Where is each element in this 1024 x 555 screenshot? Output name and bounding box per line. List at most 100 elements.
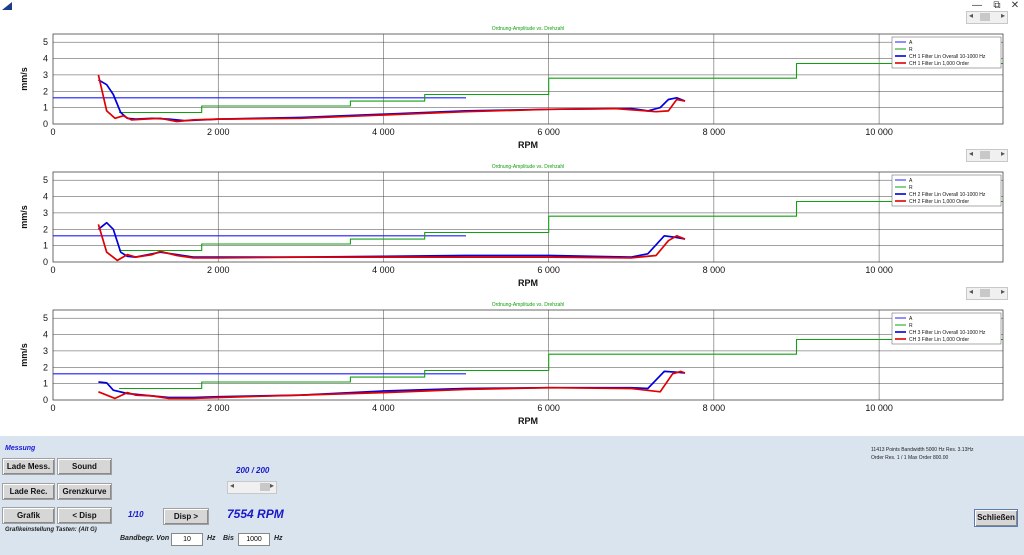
- y-tick-label: 5: [43, 175, 48, 185]
- scroll-left-icon[interactable]: ◂: [969, 11, 974, 20]
- position-counter: 200 / 200: [236, 466, 270, 475]
- x-axis-label: RPM: [518, 278, 538, 288]
- series-line: [119, 338, 1003, 390]
- restore-button[interactable]: ⧉: [993, 0, 1001, 11]
- x-tick-label: 0: [50, 127, 55, 137]
- chart-ch2: Ordnung-Amplitude vs. Drehzahl 0 1 2 3 4 5 0 2 0…: [19, 164, 1004, 288]
- legend-entry: R: [909, 323, 913, 329]
- app-icon: [2, 2, 12, 10]
- y-tick-label: 0: [43, 395, 48, 405]
- minimize-button[interactable]: —: [972, 0, 982, 11]
- legend-entry: CH 2 Filter Lin 1,000 Order: [909, 199, 969, 205]
- scroll-right-icon[interactable]: ▸: [269, 481, 274, 490]
- scroll-right-icon[interactable]: ▸: [1000, 11, 1005, 20]
- legend-entry: R: [909, 47, 913, 53]
- x-tick-label: 4 000: [372, 403, 395, 413]
- close-window-button[interactable]: ✕: [1010, 0, 1020, 11]
- chart-title: Ordnung-Amplitude vs. Drehzahl: [492, 302, 565, 308]
- series-line: [119, 62, 1003, 114]
- chart-2-scrollbar[interactable]: ◂ ▸: [966, 149, 1008, 162]
- load-measurement-button[interactable]: Lade Mess.: [2, 458, 55, 475]
- y-tick-label: 3: [43, 70, 48, 80]
- sound-button[interactable]: Sound: [57, 458, 112, 475]
- x-tick-label: 0: [50, 403, 55, 413]
- section-title: Messung: [5, 445, 36, 452]
- y-tick-label: 2: [43, 224, 48, 234]
- display-counter: 1/10: [128, 510, 144, 519]
- chart-title: Ordnung-Amplitude vs. Drehzahl: [492, 164, 565, 170]
- scroll-thumb[interactable]: [980, 289, 990, 297]
- scroll-thumb[interactable]: [980, 151, 990, 159]
- x-tick-label: 10 000: [865, 403, 893, 413]
- y-tick-label: 0: [43, 119, 48, 129]
- scroll-thumb[interactable]: [980, 13, 990, 21]
- band-from-input[interactable]: 10: [171, 533, 203, 546]
- y-axis-label: mm/s: [19, 67, 29, 91]
- scroll-right-icon[interactable]: ▸: [1000, 149, 1005, 158]
- scroll-right-icon[interactable]: ▸: [1000, 287, 1005, 296]
- control-panel: Messung Lade Mess. Sound Lade Rec. Grenz…: [0, 436, 1024, 555]
- x-tick-label: 10 000: [865, 265, 893, 275]
- close-button[interactable]: Schließen: [974, 509, 1018, 527]
- series-line: [98, 370, 686, 400]
- legend-entry: CH 3 Filter Lin Overall 10-1000 Hz: [909, 330, 986, 336]
- y-tick-label: 5: [43, 37, 48, 47]
- legend-entry: CH 1 Filter Lin 1,000 Order: [909, 61, 969, 67]
- legend-entry: CH 2 Filter Lin Overall 10-1000 Hz: [909, 192, 986, 198]
- legend-entry: CH 3 Filter Lin 1,000 Order: [909, 337, 969, 343]
- x-tick-label: 2 000: [207, 265, 230, 275]
- y-tick-label: 4: [43, 192, 48, 202]
- next-display-button[interactable]: Disp >: [163, 508, 209, 525]
- graphic-button[interactable]: Grafik: [2, 507, 55, 524]
- chart-ch3: Ordnung-Amplitude vs. Drehzahl 0 1 2 3 4 5 0 2 0…: [19, 302, 1004, 426]
- x-tick-label: 6 000: [537, 265, 560, 275]
- position-scrollbar[interactable]: ◂ ▸: [227, 481, 277, 494]
- band-to-input[interactable]: 1000: [238, 533, 270, 546]
- x-tick-label: 6 000: [537, 403, 560, 413]
- series-line: [119, 200, 1003, 252]
- legend-entry: A: [909, 316, 913, 322]
- y-axis-label: mm/s: [19, 343, 29, 367]
- scroll-thumb[interactable]: [260, 483, 270, 491]
- band-to-unit: Hz: [274, 535, 283, 542]
- x-tick-label: 10 000: [865, 127, 893, 137]
- series-line: [97, 224, 686, 262]
- chart-1-scrollbar[interactable]: ◂ ▸: [966, 11, 1008, 24]
- x-tick-label: 4 000: [372, 265, 395, 275]
- chart-ch1: Ordnung-Amplitude vs. Drehzahl 0 1 2 3 4 5 0 2 0…: [19, 26, 1004, 150]
- scroll-left-icon[interactable]: ◂: [969, 149, 974, 158]
- x-tick-label: 8 000: [703, 403, 726, 413]
- x-tick-label: 2 000: [207, 127, 230, 137]
- limit-curve-button[interactable]: Grenzkurve: [57, 483, 112, 500]
- legend-box: [891, 312, 1002, 345]
- x-axis-label: RPM: [518, 416, 538, 426]
- band-to-label: Bis: [223, 535, 234, 542]
- scroll-left-icon[interactable]: ◂: [230, 481, 235, 490]
- resolution-info: 11413 Points Bandwidth 5000 Hz Res. 3.13…: [871, 447, 974, 453]
- previous-display-button[interactable]: < Disp: [57, 507, 112, 524]
- x-tick-label: 0: [50, 265, 55, 275]
- load-recording-button[interactable]: Lade Rec.: [2, 483, 55, 500]
- legend-entry: A: [909, 178, 913, 184]
- y-tick-label: 2: [43, 86, 48, 96]
- rpm-readout: 7554 RPM: [227, 507, 284, 521]
- order-info: Order Res. 1 / 1 Max Order 800.00: [871, 455, 949, 461]
- chart-3-scrollbar[interactable]: ◂ ▸: [966, 287, 1008, 300]
- shortcut-hint: Grafikeinstellung Tasten: (Alt G): [5, 527, 97, 533]
- y-tick-label: 0: [43, 257, 48, 267]
- y-tick-label: 5: [43, 313, 48, 323]
- x-tick-label: 6 000: [537, 127, 560, 137]
- y-tick-label: 3: [43, 208, 48, 218]
- plot-area: [52, 309, 1004, 401]
- x-tick-label: 4 000: [372, 127, 395, 137]
- chart-title: Ordnung-Amplitude vs. Drehzahl: [492, 26, 565, 32]
- y-axis-label: mm/s: [19, 205, 29, 229]
- x-tick-label: 8 000: [703, 265, 726, 275]
- x-tick-label: 8 000: [703, 127, 726, 137]
- y-tick-label: 1: [43, 379, 48, 389]
- scroll-left-icon[interactable]: ◂: [969, 287, 974, 296]
- legend-entry: CH 1 Filter Lin Overall 10-1000 Hz: [909, 54, 986, 60]
- y-tick-label: 1: [43, 241, 48, 251]
- legend-box: [891, 36, 1002, 69]
- y-tick-label: 2: [43, 362, 48, 372]
